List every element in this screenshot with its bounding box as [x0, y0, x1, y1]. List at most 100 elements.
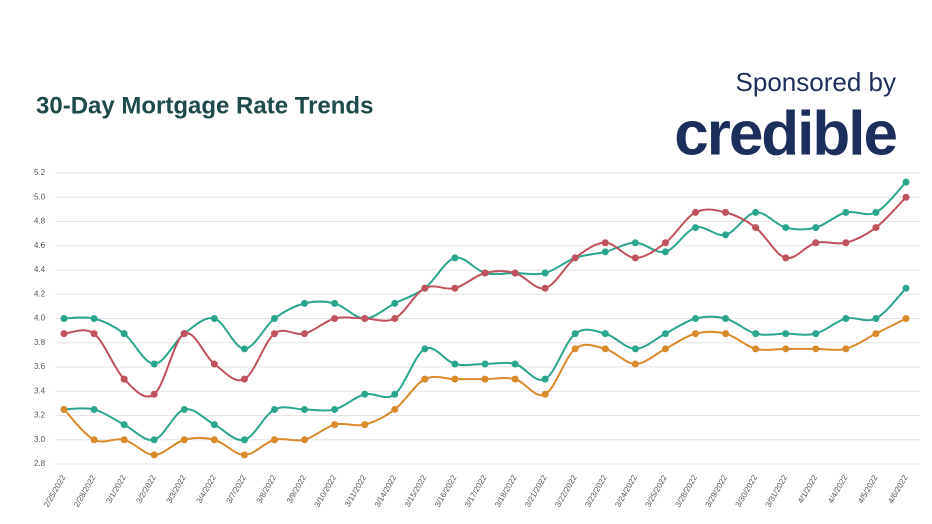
point: [722, 330, 730, 338]
x-tick-label: 4/4/2022: [826, 473, 850, 505]
point: [451, 360, 459, 368]
point: [90, 315, 98, 322]
point: [511, 269, 519, 277]
point: [541, 375, 549, 383]
point: [661, 330, 669, 338]
point: [301, 436, 309, 444]
point: [571, 330, 579, 338]
point: [240, 436, 248, 444]
point: [120, 436, 128, 444]
y-tick-label: 4.4: [34, 265, 46, 274]
point: [722, 231, 730, 239]
point: [692, 315, 699, 322]
point: [601, 330, 609, 338]
y-tick-label: 3.4: [34, 386, 46, 395]
point: [391, 299, 399, 307]
point: [692, 330, 699, 338]
x-tick-label: 3/3/2022: [164, 473, 188, 505]
y-tick-label: 3.6: [34, 362, 46, 371]
chart-title: 30-Day Mortgage Rate Trends: [36, 92, 373, 119]
point: [692, 224, 699, 232]
x-tick-label: 3/17/2022: [463, 473, 489, 509]
point: [812, 345, 820, 353]
x-tick-label: 3/7/2022: [225, 473, 249, 505]
point: [120, 330, 128, 338]
x-tick-label: 3/14/2022: [373, 473, 399, 509]
sponsor-logo: credible: [674, 99, 896, 168]
x-tick-label: 3/29/2022: [704, 473, 730, 509]
x-tick-label: 3/21/2022: [523, 473, 549, 509]
point: [120, 375, 128, 383]
y-tick-label: 4.8: [34, 217, 46, 226]
point: [631, 360, 639, 368]
point: [451, 254, 459, 262]
point: [90, 330, 98, 338]
y-tick-label: 4.2: [34, 289, 46, 298]
point: [60, 405, 68, 413]
point: [240, 451, 248, 459]
y-tick-label: 4.0: [34, 314, 46, 323]
point: [150, 451, 158, 459]
point: [872, 315, 880, 322]
point: [902, 193, 910, 201]
point: [150, 360, 158, 368]
point: [571, 345, 579, 353]
x-tick-label: 3/1/2022: [104, 473, 128, 505]
x-tick-label: 3/11/2022: [343, 473, 369, 508]
point: [511, 360, 519, 368]
point: [601, 345, 609, 353]
point: [752, 330, 760, 338]
point: [752, 208, 760, 216]
point: [661, 248, 669, 256]
point: [180, 330, 188, 338]
point: [391, 315, 399, 322]
point: [90, 405, 98, 413]
x-tick-label: 4/5/2022: [856, 473, 880, 505]
point: [210, 315, 218, 322]
y-tick-label: 3.0: [34, 435, 46, 444]
point: [541, 390, 549, 398]
x-tick-label: 3/30/2022: [734, 473, 760, 509]
point: [331, 315, 339, 322]
point: [120, 421, 128, 429]
x-tick-label: 3/23/2022: [583, 473, 609, 509]
x-tick-label: 3/24/2022: [613, 473, 639, 509]
point: [180, 436, 188, 444]
point: [60, 330, 68, 338]
point: [481, 375, 489, 383]
point: [842, 345, 850, 353]
y-tick-label: 5.2: [34, 168, 46, 177]
point: [301, 330, 309, 338]
point: [722, 208, 730, 216]
point: [210, 360, 218, 368]
point: [210, 421, 218, 429]
point: [812, 224, 820, 232]
point: [631, 239, 639, 247]
point: [752, 345, 760, 353]
line: [63, 317, 907, 456]
point: [361, 421, 369, 429]
x-tick-label: 4/1/2022: [796, 473, 820, 505]
y-tick-label: 5.0: [34, 192, 46, 201]
point: [872, 208, 880, 216]
point: [541, 284, 549, 292]
y-tick-label: 2.8: [34, 459, 46, 468]
x-tick-label: 3/15/2022: [403, 473, 429, 509]
point: [782, 254, 790, 262]
point: [361, 315, 369, 322]
point: [210, 436, 218, 444]
point: [631, 254, 639, 262]
point: [782, 330, 790, 338]
x-tick-label: 3/2/2022: [134, 473, 158, 505]
point: [842, 239, 850, 247]
x-tick-label: 3/16/2022: [433, 473, 459, 509]
point: [782, 345, 790, 353]
point: [271, 315, 278, 322]
x-tick-label: 3/28/2022: [673, 473, 699, 509]
point: [782, 224, 790, 232]
point: [90, 436, 98, 444]
point: [60, 315, 68, 322]
x-tick-label: 3/18/2022: [493, 473, 519, 509]
point: [571, 254, 579, 262]
